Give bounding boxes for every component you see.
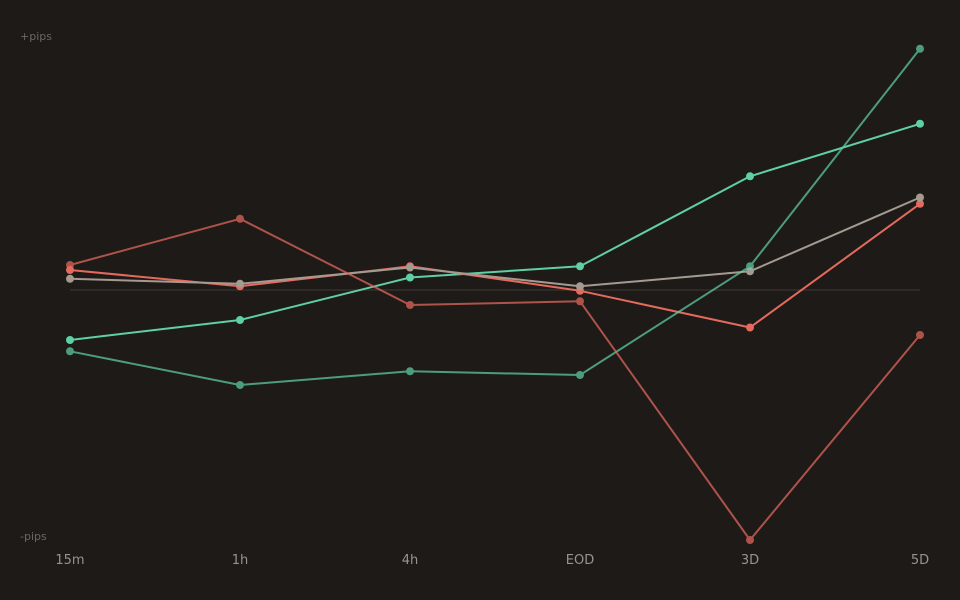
data-point (66, 336, 74, 344)
x-tick-label: 3D (741, 553, 759, 568)
data-point (66, 347, 74, 356)
data-point (406, 263, 414, 272)
data-point (236, 214, 244, 223)
series-line (69, 217, 921, 541)
data-point (746, 323, 754, 332)
x-tick-label: 4h (402, 553, 419, 568)
data-point (746, 172, 754, 181)
series-3 (66, 44, 924, 389)
series-line (69, 48, 921, 386)
data-point (406, 273, 414, 282)
data-point (746, 262, 754, 271)
data-point (576, 297, 584, 306)
data-point (916, 193, 924, 202)
data-point (66, 274, 74, 283)
series-line (69, 196, 921, 288)
y-axis-top-label: +pips (20, 30, 52, 43)
x-axis-tick-labels: 15m 1h 4h EOD 3D 5D (55, 553, 929, 568)
data-point (576, 282, 584, 291)
data-point (916, 199, 924, 208)
series-line (69, 122, 921, 341)
x-tick-label: EOD (566, 553, 594, 568)
data-point (916, 44, 924, 53)
x-tick-label: 1h (232, 553, 249, 568)
data-point (746, 536, 754, 544)
x-tick-label: 15m (55, 553, 84, 568)
data-point (406, 367, 414, 376)
series-4 (66, 214, 924, 544)
x-tick-label: 5D (911, 553, 929, 568)
series-layer (66, 44, 924, 544)
data-point (406, 301, 414, 309)
data-point (576, 371, 584, 379)
series-0 (66, 119, 924, 344)
data-point (236, 316, 244, 324)
data-point (236, 381, 244, 389)
data-point (236, 279, 244, 288)
data-point (576, 262, 584, 271)
y-axis-bottom-label: -pips (20, 530, 47, 543)
data-point (916, 331, 924, 339)
data-point (66, 261, 74, 269)
data-point (916, 119, 924, 128)
series-2 (66, 193, 924, 291)
